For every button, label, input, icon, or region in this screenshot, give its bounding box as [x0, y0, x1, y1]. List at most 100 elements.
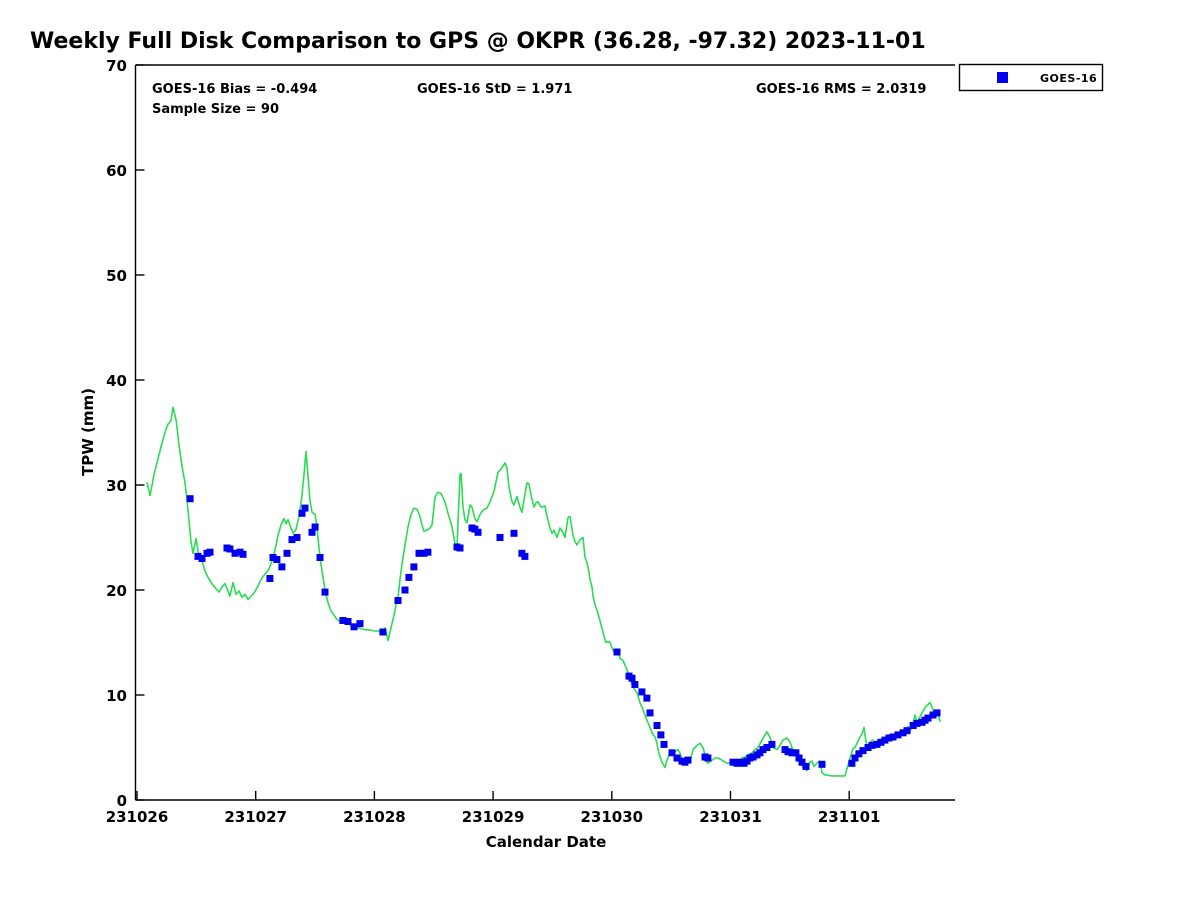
goes16-point: [788, 749, 796, 757]
goes16-point: [298, 509, 306, 517]
x-tick-label: 231101: [818, 808, 881, 826]
goes16-point: [684, 756, 692, 764]
x-axis-label: Calendar Date: [486, 833, 607, 851]
goes16-point: [933, 709, 941, 717]
x-tick-label: 231029: [462, 808, 525, 826]
goes16-point: [851, 754, 859, 762]
y-tick-label: 60: [106, 162, 127, 180]
goes16-point: [877, 738, 885, 746]
goes16-point: [818, 760, 826, 768]
goes16-point: [729, 758, 737, 766]
goes16-point: [356, 620, 364, 628]
goes16-point: [798, 758, 806, 766]
goes16-point: [864, 744, 872, 751]
goes16-point: [638, 688, 646, 696]
goes16-point: [510, 529, 518, 537]
goes16-point: [660, 740, 668, 748]
axes: 231026 231027 231028 231029 231030 231031 2311…: [106, 57, 955, 826]
goes16-point: [311, 523, 319, 531]
goes16-point: [308, 528, 316, 536]
goes16-point: [379, 628, 387, 636]
y-tick-label: 30: [106, 477, 127, 495]
stat-rms: GOES-16 RMS = 2.0319: [756, 82, 926, 97]
x-tick-label: 231031: [699, 808, 762, 826]
goes16-point: [456, 544, 464, 552]
goes16-point: [894, 731, 902, 739]
goes16-point: [631, 681, 639, 688]
goes16-point: [653, 722, 661, 729]
goes16-point: [704, 754, 712, 762]
stat-std: GOES-16 StD = 1.971: [417, 82, 572, 97]
x-tick-label: 231026: [106, 808, 169, 826]
y-tick-label: 10: [106, 687, 127, 705]
goes16-point: [643, 694, 651, 702]
goes16-point: [859, 747, 867, 755]
goes16-point: [194, 552, 202, 560]
goes16-point: [736, 758, 744, 766]
goes16-point: [316, 554, 324, 561]
goes16-point: [198, 555, 206, 562]
goes16-point: [792, 749, 800, 757]
goes16-point: [763, 744, 771, 751]
goes16-point: [903, 727, 911, 735]
goes16-point: [628, 674, 636, 682]
goes16-point: [673, 754, 681, 762]
goes16-point: [795, 754, 803, 762]
legend-label: GOES-16: [1040, 72, 1097, 85]
legend: GOES-16: [958, 63, 1104, 92]
x-tick-label: 231028: [343, 808, 406, 826]
goes16-point: [768, 740, 776, 748]
goes16-point: [613, 648, 621, 656]
stat-bias: GOES-16 Bias = -0.494: [152, 82, 317, 97]
legend-box: [958, 63, 1104, 92]
goes16-point: [206, 548, 214, 556]
goes16-point: [424, 548, 432, 556]
goes16-point: [924, 714, 932, 722]
y-tick-label: 20: [106, 582, 127, 600]
goes16-point: [278, 563, 286, 571]
goes16-point: [269, 554, 277, 561]
goes16-point: [273, 556, 281, 563]
goes16-point: [521, 552, 529, 560]
goes16-point: [668, 749, 676, 757]
goes16-point: [401, 586, 409, 594]
goes16-point: [420, 549, 428, 557]
goes16-point: [913, 719, 921, 727]
goes16-point: [394, 597, 402, 604]
goes16-point: [496, 534, 504, 541]
y-tick-label: 0: [117, 792, 127, 810]
data-series: [146, 406, 941, 777]
goes16-point: [885, 734, 893, 742]
goes16-point: [868, 741, 876, 749]
goes16-points: [186, 495, 941, 770]
goes16-point: [339, 617, 347, 624]
stat-sample-size: Sample Size = 90: [152, 102, 279, 117]
legend-goes16-marker-icon: [997, 72, 1008, 83]
goes16-point: [350, 623, 358, 631]
y-tick-label: 70: [106, 57, 127, 75]
y-tick-label: 40: [106, 372, 127, 390]
goes16-point: [889, 733, 897, 741]
goes16-point: [186, 495, 194, 503]
goes16-point: [802, 762, 810, 770]
goes16-point: [784, 748, 792, 756]
goes16-point: [474, 528, 482, 536]
goes16-point: [321, 588, 329, 596]
goes16-point: [239, 550, 247, 558]
goes16-point: [415, 549, 423, 557]
y-tick-label: 50: [106, 267, 127, 285]
goes16-point: [405, 573, 413, 581]
goes16-point: [909, 722, 917, 729]
goes16-point: [848, 759, 856, 767]
goes16-point: [226, 545, 234, 553]
goes16-point: [231, 549, 239, 557]
x-tick-label: 231027: [224, 808, 287, 826]
gps-tpw-line: [146, 406, 941, 777]
y-axis-label: TPW (mm): [79, 388, 97, 476]
goes16-point: [410, 563, 418, 571]
goes16-point: [301, 504, 309, 512]
goes16-point: [288, 536, 296, 544]
goes16-point: [929, 711, 937, 719]
